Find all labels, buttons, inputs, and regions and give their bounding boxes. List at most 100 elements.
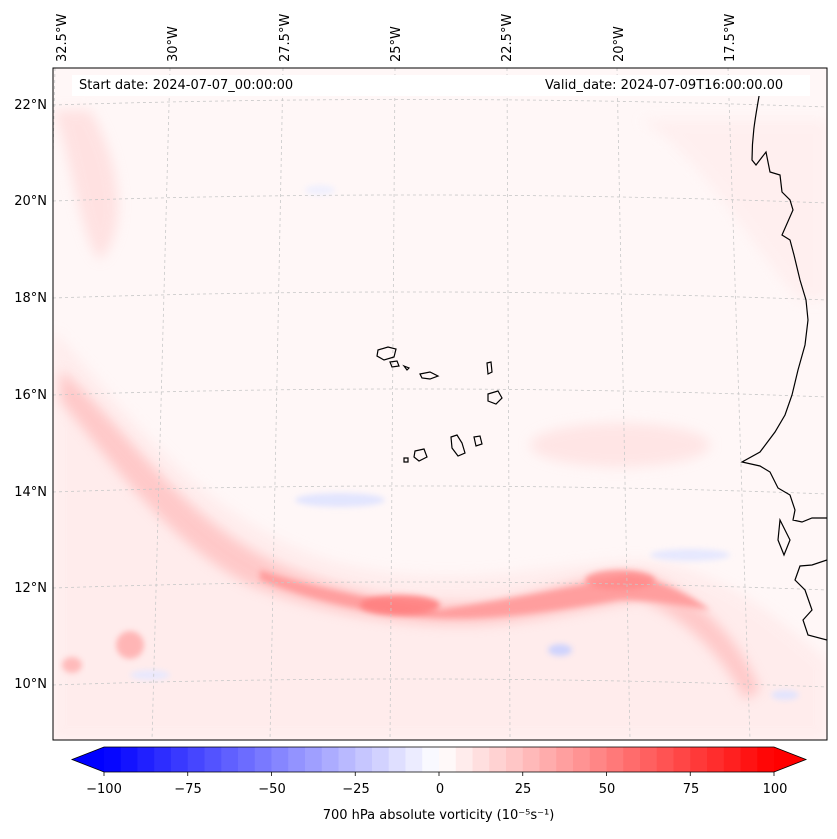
colorbar-segment bbox=[120, 747, 139, 772]
colorbar-segment bbox=[640, 747, 658, 772]
vorticity-band-main bbox=[60, 370, 760, 700]
negative-vorticity-patch bbox=[650, 549, 730, 561]
vorticity-patch-northeast bbox=[640, 120, 827, 300]
lat-label-20n: 20°N bbox=[14, 194, 47, 209]
vorticity-patch-north bbox=[53, 110, 119, 260]
colorbar-segment bbox=[137, 747, 155, 772]
island-maio bbox=[473, 435, 483, 447]
lon-label-27-5w: 27.5°W bbox=[278, 13, 293, 62]
lat-label-12n: 12°N bbox=[14, 581, 47, 596]
colorbar-segment bbox=[288, 747, 306, 772]
coastline bbox=[740, 89, 827, 641]
colorbar-tick: −50 bbox=[258, 782, 286, 797]
island-sao-nicolau bbox=[419, 371, 440, 380]
colorbar-segment bbox=[707, 747, 725, 772]
colorbar-segment bbox=[305, 747, 323, 772]
colorbar-segment bbox=[489, 747, 507, 772]
colorbar-segment bbox=[171, 747, 189, 772]
colorbar-label: 700 hPa absolute vorticity (10⁻⁵s⁻¹) bbox=[322, 808, 555, 823]
negative-vorticity-patch bbox=[305, 185, 335, 195]
colorbar-segment bbox=[656, 747, 675, 772]
vorticity-field bbox=[53, 110, 827, 740]
header-band bbox=[72, 75, 810, 96]
colorbar-segment bbox=[589, 747, 608, 772]
colorbar-segment bbox=[723, 747, 742, 772]
colorbar-segment bbox=[372, 747, 390, 772]
colorbar-segment bbox=[757, 747, 775, 772]
colorbar-tick: 100 bbox=[762, 782, 788, 797]
colorbar-segment bbox=[187, 747, 206, 772]
meridian-17-5w bbox=[727, 68, 751, 740]
colorbar-extend-min bbox=[72, 747, 104, 772]
negative-vorticity-patch bbox=[548, 644, 572, 656]
parallel-18n bbox=[53, 291, 827, 301]
colorbar-segment bbox=[690, 747, 708, 772]
parallel-10n bbox=[53, 678, 827, 688]
colorbar-segment bbox=[405, 747, 423, 772]
lat-label-22n: 22°N bbox=[14, 98, 47, 113]
map-frame bbox=[52, 67, 828, 741]
colorbar-segment bbox=[104, 747, 122, 772]
colorbar-segment bbox=[455, 747, 474, 772]
colorbar-segment bbox=[321, 747, 340, 772]
island-sao-vicente bbox=[389, 360, 400, 368]
colorbar-segment bbox=[539, 747, 557, 772]
colorbar-segment bbox=[204, 747, 222, 772]
meridian-22-5w bbox=[506, 68, 511, 740]
meridian-30w bbox=[151, 68, 171, 740]
africa-coastline bbox=[740, 89, 827, 523]
lon-label-20w: 20°W bbox=[612, 26, 627, 62]
colorbar-tick: 50 bbox=[598, 782, 616, 797]
colorbar-segment bbox=[238, 747, 256, 772]
colorbar-segment bbox=[422, 747, 440, 772]
start-date-label: Start date: 2024-07-07_00:00:00 bbox=[79, 78, 294, 93]
island-santiago bbox=[450, 434, 466, 457]
colorbar-tick: −100 bbox=[86, 782, 122, 797]
parallel-20n bbox=[53, 194, 827, 204]
colorbar-segment bbox=[472, 747, 490, 772]
meridian-20w bbox=[616, 68, 631, 740]
island-sal bbox=[486, 361, 493, 375]
colorbar-segment bbox=[556, 747, 574, 772]
cape-verde-islands bbox=[376, 346, 503, 463]
colorbar bbox=[70, 746, 808, 776]
colorbar-segment bbox=[573, 747, 591, 772]
africa-coastline-south bbox=[794, 559, 827, 641]
island-santa-luzia bbox=[402, 364, 411, 371]
graticule bbox=[53, 68, 827, 740]
coastal-islets bbox=[777, 517, 791, 557]
colorbar-segment bbox=[522, 747, 541, 772]
lat-label-18n: 18°N bbox=[14, 291, 47, 306]
colorbar-tick: −75 bbox=[174, 782, 202, 797]
vorticity-spot-southwest bbox=[62, 657, 82, 673]
parallel-12n bbox=[53, 581, 827, 591]
colorbar-segment bbox=[506, 747, 524, 772]
negative-vorticity-patch bbox=[130, 670, 170, 680]
lon-label-32-5w: 32.5°W bbox=[55, 13, 70, 62]
colorbar-segment bbox=[388, 747, 407, 772]
lon-label-17-5w: 17.5°W bbox=[723, 13, 738, 62]
island-boa-vista bbox=[487, 390, 503, 405]
colorbar-segment bbox=[338, 747, 356, 772]
colorbar-segment bbox=[254, 747, 273, 772]
colorbar-segment bbox=[355, 747, 373, 772]
parallel-22n bbox=[53, 99, 827, 108]
vorticity-max-center bbox=[360, 595, 440, 615]
vorticity-max-east bbox=[585, 570, 655, 590]
colorbar-tick: 25 bbox=[514, 782, 532, 797]
lon-label-22-5w: 22.5°W bbox=[500, 13, 515, 62]
colorbar-extend-max bbox=[774, 747, 806, 772]
island-santo-antao bbox=[376, 346, 397, 361]
vorticity-patch-east bbox=[530, 423, 710, 467]
island-fogo bbox=[413, 448, 428, 462]
colorbar-segment bbox=[271, 747, 289, 772]
negative-vorticity-patch bbox=[295, 493, 385, 507]
vorticity-band-broad bbox=[53, 330, 827, 740]
colorbar-segment bbox=[740, 747, 758, 772]
lon-label-25w: 25°W bbox=[389, 26, 404, 62]
parallel-16n bbox=[53, 388, 827, 398]
colorbar-segment bbox=[623, 747, 641, 772]
colorbar-tick: −25 bbox=[342, 782, 370, 797]
colorbar-segment bbox=[439, 747, 457, 772]
